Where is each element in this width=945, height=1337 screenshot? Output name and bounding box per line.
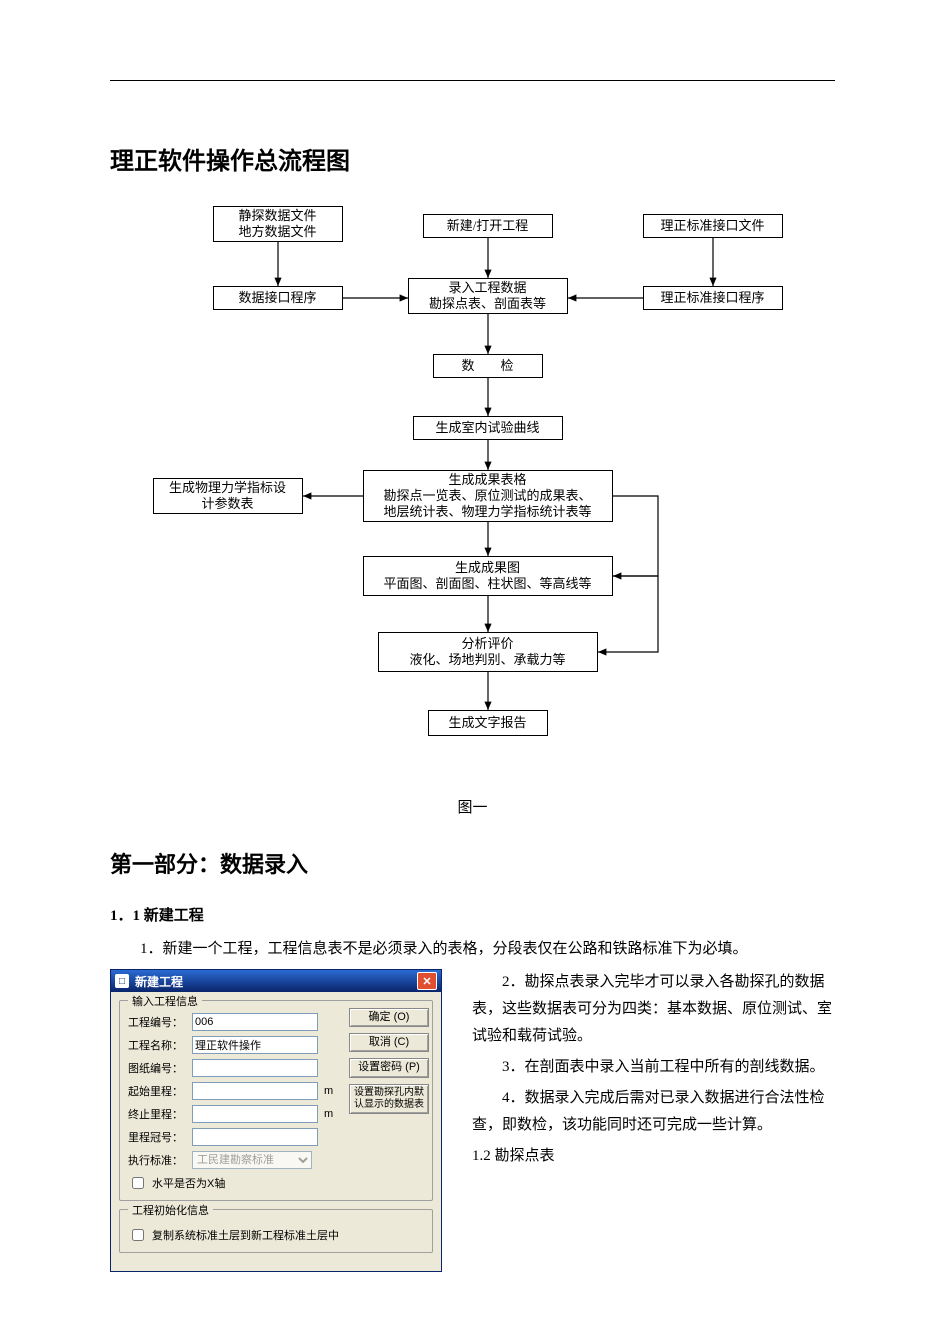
- input-proj-no[interactable]: [192, 1013, 318, 1031]
- flowchart-caption: 图一: [110, 796, 835, 817]
- unit-m-2: m: [324, 1108, 338, 1120]
- label-exec-std: 执行标准：: [128, 1152, 186, 1168]
- flowchart-node: 理正标准接口程序: [643, 286, 783, 310]
- dialog-sys-icon: □: [115, 974, 129, 988]
- dialog-body: 输入工程信息 工程编号： 工程名称： 图纸编号： 起始里程：: [111, 992, 441, 1271]
- cancel-button[interactable]: 取消 (C): [349, 1033, 429, 1052]
- heading-1-2: 1.2 勘探点表: [472, 1143, 835, 1170]
- dialog-title: 新建工程: [135, 973, 183, 990]
- dialog-titlebar[interactable]: □ 新建工程 ✕: [111, 970, 441, 992]
- label-mile-prefix: 里程冠号：: [128, 1129, 186, 1145]
- setdefault-button[interactable]: 设置勘探孔内默认显示的数据表: [349, 1084, 429, 1114]
- para-3: 3．在剖面表中录入当前工程中所有的剖线数据。: [472, 1054, 835, 1081]
- right-text: 2．勘探点表录入完毕才可以录入各勘探孔的数据表，这些数据表可分为四类：基本数据、…: [472, 969, 835, 1174]
- label-proj-no: 工程编号：: [128, 1014, 186, 1030]
- two-column: □ 新建工程 ✕ 输入工程信息 工程编号： 工程名称： 图纸编号: [110, 969, 835, 1272]
- heading-1-1: 1．1 新建工程: [110, 903, 835, 930]
- group-input-legend: 输入工程信息: [128, 993, 202, 1009]
- row-mile-prefix: 里程冠号：: [128, 1128, 424, 1146]
- flowchart-node: 录入工程数据勘探点表、剖面表等: [408, 278, 568, 314]
- label-proj-name: 工程名称：: [128, 1037, 186, 1053]
- flowchart-node: 生成物理力学指标设计参数表: [153, 478, 303, 514]
- input-end-mile[interactable]: [192, 1105, 318, 1123]
- group-init-legend: 工程初始化信息: [128, 1202, 213, 1218]
- select-exec-std[interactable]: 工民建勘察标准: [192, 1151, 312, 1169]
- body-text: 1．1 新建工程 1．新建一个工程，工程信息表不是必须录入的表格，分段表仅在公路…: [110, 903, 835, 963]
- label-start-mile: 起始里程：: [128, 1083, 186, 1099]
- para-1: 1．新建一个工程，工程信息表不是必须录入的表格，分段表仅在公路和铁路标准下为必填…: [110, 936, 835, 963]
- label-end-mile: 终止里程：: [128, 1106, 186, 1122]
- flowchart-node: 生成文字报告: [428, 710, 548, 736]
- label-x-axis: 水平是否为X轴: [152, 1175, 225, 1191]
- dialog-new-project: □ 新建工程 ✕ 输入工程信息 工程编号： 工程名称： 图纸编号: [110, 969, 442, 1272]
- flowchart-node: 数 检: [433, 354, 543, 378]
- unit-m-1: m: [324, 1085, 338, 1097]
- input-mile-prefix[interactable]: [192, 1128, 318, 1146]
- ok-button[interactable]: 确定 (O): [349, 1008, 429, 1027]
- flowchart-node: 静探数据文件地方数据文件: [213, 206, 343, 242]
- top-rule: [110, 80, 835, 81]
- checkbox-copy-layers[interactable]: [132, 1229, 144, 1241]
- label-drawing-no: 图纸编号：: [128, 1060, 186, 1076]
- checkbox-x-axis[interactable]: [132, 1177, 144, 1189]
- input-drawing-no[interactable]: [192, 1059, 318, 1077]
- close-icon[interactable]: ✕: [417, 972, 437, 990]
- group-init-info: 工程初始化信息 复制系统标准土层到新工程标准土层中: [119, 1209, 433, 1253]
- flowchart: 静探数据文件地方数据文件 新建/打开工程 理正标准接口文件数据接口程序 录入工程数据勘…: [133, 206, 813, 786]
- para-4: 4．数据录入完成后需对已录入数据进行合法性检查，即数检，该功能同时还可完成一些计…: [472, 1085, 835, 1139]
- flowchart-node: 生成成果表格勘探点一览表、原位测试的成果表、地层统计表、物理力学指标统计表等: [363, 470, 613, 522]
- flowchart-node: 分析评价液化、场地判别、承载力等: [378, 632, 598, 672]
- section1-title: 第一部分：数据录入: [110, 847, 835, 879]
- flowchart-node: 生成成果图平面图、剖面图、柱状图、等高线等: [363, 556, 613, 596]
- label-copy-layers: 复制系统标准土层到新工程标准土层中: [152, 1227, 339, 1243]
- row-x-axis: 水平是否为X轴: [128, 1174, 424, 1192]
- para-2: 2．勘探点表录入完毕才可以录入各勘探孔的数据表，这些数据表可分为四类：基本数据、…: [472, 969, 835, 1050]
- setpwd-button[interactable]: 设置密码 (P): [349, 1058, 429, 1077]
- row-exec-std: 执行标准： 工民建勘察标准: [128, 1151, 424, 1169]
- row-copy-layers: 复制系统标准土层到新工程标准土层中: [128, 1226, 424, 1244]
- button-column: 确定 (O) 取消 (C) 设置密码 (P) 设置勘探孔内默认显示的数据表: [349, 1008, 429, 1114]
- input-proj-name[interactable]: [192, 1036, 318, 1054]
- doc-title: 理正软件操作总流程图: [110, 141, 835, 176]
- input-start-mile[interactable]: [192, 1082, 318, 1100]
- flowchart-node: 理正标准接口文件: [643, 214, 783, 238]
- flowchart-node: 数据接口程序: [213, 286, 343, 310]
- flowchart-node: 生成室内试验曲线: [413, 416, 563, 440]
- page: 理正软件操作总流程图 静探数据文件地方数据文件 新建/打开工程 理正标准接口文件数据…: [0, 0, 945, 1337]
- flowchart-node: 新建/打开工程: [423, 214, 553, 238]
